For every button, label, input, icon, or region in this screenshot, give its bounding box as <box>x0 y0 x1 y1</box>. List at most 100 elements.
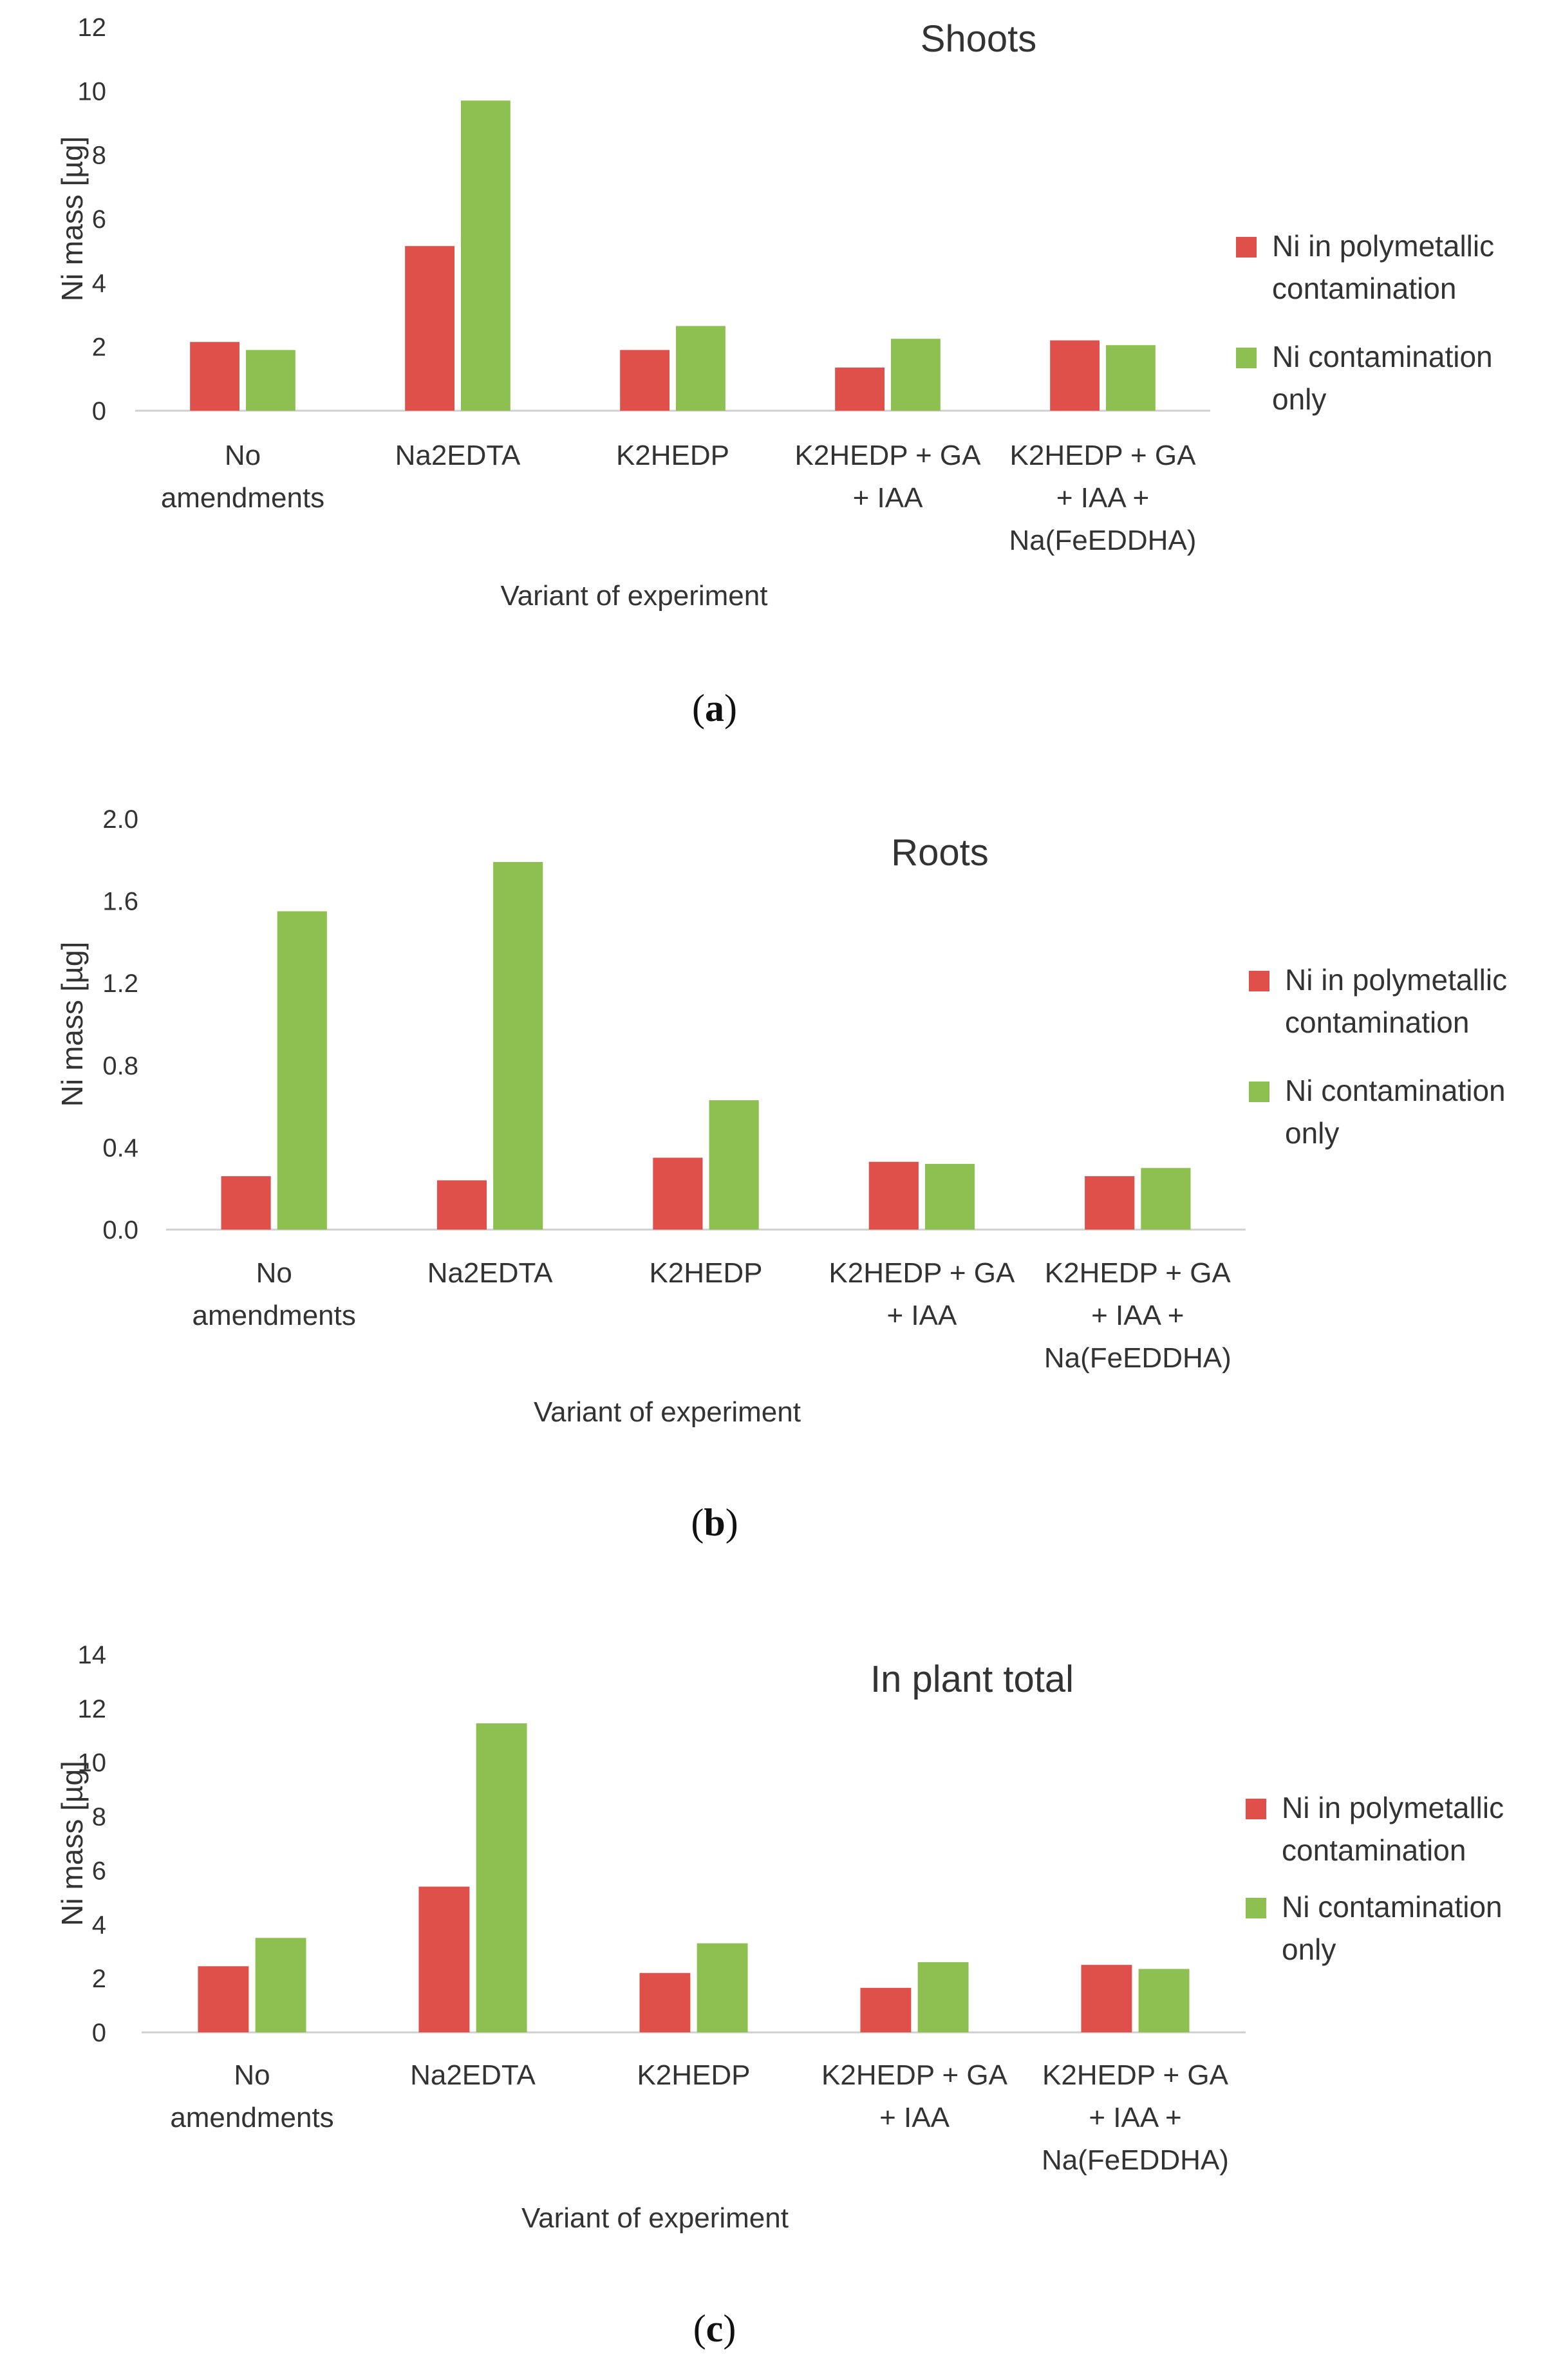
legend-label-ni-only: only <box>1282 1933 1336 1966</box>
x-category-label: K2HEDP + GA <box>829 1257 1015 1289</box>
y-tick-label: 0 <box>92 397 106 426</box>
y-tick-label: 6 <box>92 205 106 234</box>
x-category-label: K2HEDP <box>637 2059 750 2091</box>
x-category-label: amendments <box>192 1300 356 1331</box>
legend-swatch-ni-only <box>1249 1082 1269 1102</box>
bar-polymetallic-1 <box>221 1176 271 1230</box>
x-category-label: + IAA <box>886 1300 957 1331</box>
bar-ni-only-3 <box>676 326 726 411</box>
x-category-label: Na(FeEDDHA) <box>1009 525 1197 556</box>
y-tick-label: 0.8 <box>102 1052 138 1080</box>
bar-ni-only-5 <box>1106 345 1156 411</box>
bar-ni-only-4 <box>891 339 941 411</box>
bar-ni-only-1 <box>255 1938 306 2032</box>
bar-ni-only-1 <box>246 350 295 411</box>
bar-polymetallic-5 <box>1085 1176 1135 1230</box>
y-tick-label: 2 <box>92 1965 106 1993</box>
y-tick-label: 4 <box>92 1911 106 1939</box>
legend-label-polymetallic: contamination <box>1282 1833 1466 1867</box>
bar-ni-only-4 <box>924 1163 975 1230</box>
y-tick-label: 2.0 <box>102 805 138 834</box>
y-tick-label: 0 <box>92 2019 106 2047</box>
bar-polymetallic-4 <box>860 1987 912 2032</box>
x-category-label: K2HEDP <box>616 440 729 471</box>
bar-polymetallic-4 <box>835 367 885 411</box>
bar-ni-only-5 <box>1141 1168 1191 1230</box>
bar-polymetallic-3 <box>639 1972 691 2032</box>
y-tick-label: 14 <box>78 1641 107 1669</box>
bar-ni-only-1 <box>277 911 327 1230</box>
x-axis-title: Variant of experiment <box>534 1396 801 1428</box>
x-category-label: K2HEDP <box>649 1257 762 1289</box>
chart-panel-b: 0.0 0.4 0.8 1.2 1.6 2.0 Ni mass [µg] Roots No ame… <box>55 805 1507 1544</box>
bar-ni-only-2 <box>476 1723 527 2032</box>
y-tick-label: 8 <box>92 142 106 170</box>
bar-polymetallic-5 <box>1050 340 1100 411</box>
x-category-label: K2HEDP + GA <box>1010 440 1197 471</box>
bar-polymetallic-5 <box>1081 1965 1132 2032</box>
bar-polymetallic-3 <box>653 1157 703 1230</box>
x-category-label: No <box>234 2059 270 2091</box>
y-tick-label: 8 <box>92 1803 106 1832</box>
legend-label-ni-only: Ni contamination <box>1282 1890 1503 1924</box>
legend-label-ni-only: Ni contamination <box>1285 1074 1506 1107</box>
bar-polymetallic-2 <box>405 246 454 411</box>
x-category-label: + IAA + <box>1091 1300 1184 1331</box>
bar-ni-only-2 <box>461 100 510 411</box>
legend-swatch-polymetallic <box>1236 237 1257 258</box>
x-category-label: K2HEDP + GA <box>1042 2059 1229 2091</box>
x-category-label: + IAA <box>853 482 923 514</box>
x-category-label: No <box>225 440 261 471</box>
x-axis-title: Variant of experiment <box>521 2202 789 2234</box>
bar-polymetallic-2 <box>436 1180 487 1230</box>
chart-panel-a: 0 2 4 6 8 10 12 Ni mass [µg] Shoots No amendments N… <box>55 14 1494 729</box>
legend-label-ni-only: only <box>1272 382 1326 416</box>
x-category-label: Na(FeEDDHA) <box>1044 1342 1231 1374</box>
bar-ni-only-5 <box>1138 1969 1190 2032</box>
legend-label-polymetallic: contamination <box>1272 272 1456 305</box>
chart-title: Roots <box>891 832 989 874</box>
legend-label-ni-only: Ni contamination <box>1272 340 1493 373</box>
x-category-label: + IAA + <box>1089 2102 1181 2133</box>
x-category-label: + IAA <box>879 2102 950 2133</box>
legend-swatch-polymetallic <box>1249 971 1269 991</box>
panel-caption: (a) <box>692 687 737 729</box>
legend-swatch-polymetallic <box>1246 1799 1266 1819</box>
x-category-label: Na2EDTA <box>395 440 521 471</box>
x-category-label: K2HEDP + GA <box>821 2059 1008 2091</box>
bar-ni-only-3 <box>697 1943 748 2032</box>
y-tick-label: 12 <box>78 14 107 42</box>
chart-title: Shoots <box>921 18 1037 60</box>
chart-panel-c: 0 2 4 6 8 10 12 14 Ni mass [µg] In plant total No a… <box>55 1641 1504 2350</box>
x-category-label: + IAA + <box>1056 482 1149 514</box>
x-category-label: Na2EDTA <box>410 2059 536 2091</box>
bar-ni-only-2 <box>493 861 543 1230</box>
y-tick-label: 1.6 <box>102 888 138 916</box>
x-category-label: amendments <box>170 2102 333 2133</box>
y-tick-label: 6 <box>92 1857 106 1885</box>
y-tick-label: 4 <box>92 269 106 297</box>
panel-caption: (b) <box>691 1501 738 1544</box>
legend-label-polymetallic: Ni in polymetallic <box>1272 229 1494 263</box>
y-tick-label: 12 <box>78 1695 107 1723</box>
legend-label-polymetallic: Ni in polymetallic <box>1282 1791 1504 1824</box>
x-category-label: No <box>256 1257 292 1289</box>
y-tick-label: 0.0 <box>102 1216 138 1244</box>
legend-swatch-ni-only <box>1246 1898 1266 1918</box>
x-category-label: Na(FeEDDHA) <box>1042 2144 1229 2176</box>
bar-ni-only-3 <box>709 1100 759 1230</box>
bar-ni-only-4 <box>917 1962 969 2032</box>
x-category-label: amendments <box>161 482 324 514</box>
legend-label-ni-only: only <box>1285 1116 1339 1150</box>
legend-swatch-ni-only <box>1236 348 1257 368</box>
y-axis-title: Ni mass [µg] <box>55 1761 89 1926</box>
bar-polymetallic-1 <box>198 1966 249 2032</box>
y-axis-title: Ni mass [µg] <box>55 136 89 302</box>
bar-polymetallic-3 <box>620 350 670 411</box>
x-category-label: Na2EDTA <box>427 1257 553 1289</box>
x-category-label: K2HEDP + GA <box>795 440 982 471</box>
bar-polymetallic-4 <box>868 1161 919 1230</box>
y-axis-title: Ni mass [µg] <box>55 942 89 1107</box>
legend-label-polymetallic: contamination <box>1285 1006 1469 1039</box>
